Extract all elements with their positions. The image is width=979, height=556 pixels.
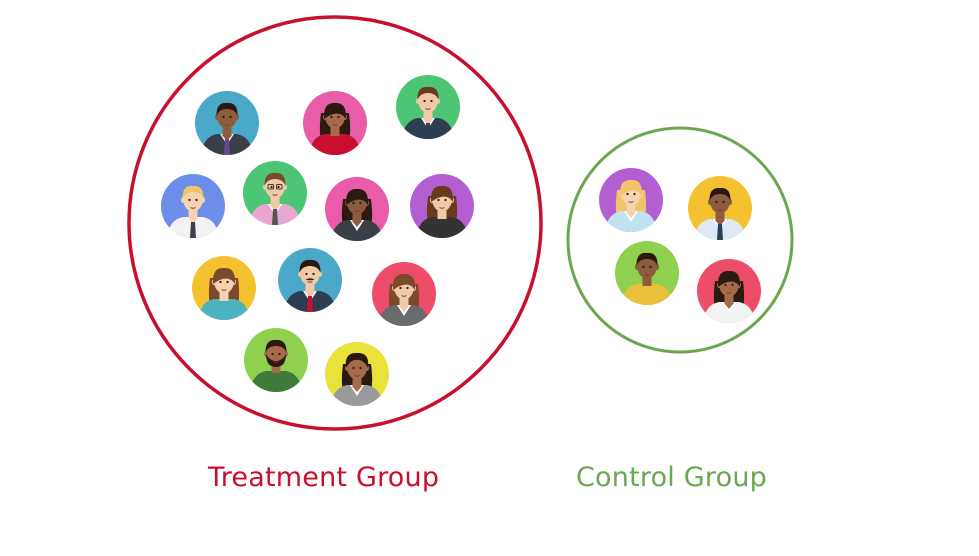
treatment-member-avatar (161, 174, 225, 238)
control-group-label: Control Group (576, 462, 767, 493)
treatment-member-avatar (396, 75, 460, 139)
treatment-group-label: Treatment Group (208, 462, 440, 493)
treatment-member-avatar (325, 342, 389, 406)
control-member-avatar (688, 176, 752, 240)
treatment-member-avatar (372, 262, 436, 326)
treatment-member-avatar (278, 248, 342, 312)
treatment-member-avatar (303, 91, 367, 155)
control-group-circle (566, 126, 794, 354)
treatment-member-avatar (410, 174, 474, 238)
treatment-member-avatar (243, 161, 307, 225)
treatment-group-circle (127, 15, 543, 431)
treatment-member-avatar (192, 256, 256, 320)
treatment-member-avatar (325, 177, 389, 241)
avatar-layer (161, 75, 761, 406)
control-member-avatar (599, 168, 663, 232)
treatment-member-avatar (195, 91, 259, 155)
control-member-avatar (697, 259, 761, 323)
treatment-member-avatar (244, 328, 308, 392)
control-member-avatar (615, 241, 679, 305)
